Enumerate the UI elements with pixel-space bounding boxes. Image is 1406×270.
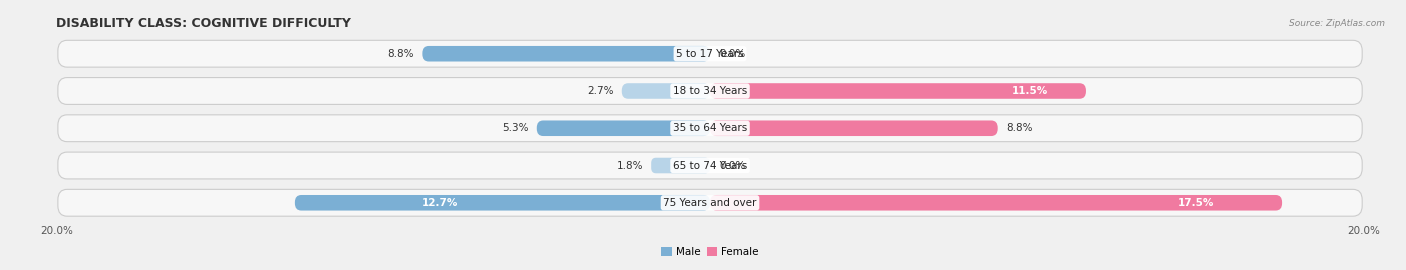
FancyBboxPatch shape	[58, 189, 1362, 216]
Text: 8.8%: 8.8%	[1005, 123, 1032, 133]
Legend: Male, Female: Male, Female	[661, 247, 759, 257]
FancyBboxPatch shape	[58, 77, 1362, 104]
FancyBboxPatch shape	[710, 120, 998, 136]
FancyBboxPatch shape	[295, 195, 710, 211]
Text: 35 to 64 Years: 35 to 64 Years	[673, 123, 747, 133]
FancyBboxPatch shape	[621, 83, 710, 99]
FancyBboxPatch shape	[651, 158, 710, 173]
FancyBboxPatch shape	[58, 40, 1362, 67]
Text: 17.5%: 17.5%	[1178, 198, 1215, 208]
Text: 0.0%: 0.0%	[720, 160, 747, 171]
FancyBboxPatch shape	[422, 46, 710, 62]
Text: 65 to 74 Years: 65 to 74 Years	[673, 160, 747, 171]
FancyBboxPatch shape	[58, 152, 1362, 179]
Text: 0.0%: 0.0%	[720, 49, 747, 59]
FancyBboxPatch shape	[710, 83, 1085, 99]
Text: 8.8%: 8.8%	[388, 49, 415, 59]
Text: 11.5%: 11.5%	[1011, 86, 1047, 96]
Text: 12.7%: 12.7%	[422, 198, 458, 208]
Text: 5 to 17 Years: 5 to 17 Years	[676, 49, 744, 59]
Text: 1.8%: 1.8%	[616, 160, 643, 171]
FancyBboxPatch shape	[710, 195, 1282, 211]
FancyBboxPatch shape	[58, 115, 1362, 142]
Text: 75 Years and over: 75 Years and over	[664, 198, 756, 208]
Text: 18 to 34 Years: 18 to 34 Years	[673, 86, 747, 96]
Text: 2.7%: 2.7%	[588, 86, 613, 96]
Text: 5.3%: 5.3%	[502, 123, 529, 133]
FancyBboxPatch shape	[537, 120, 710, 136]
Text: Source: ZipAtlas.com: Source: ZipAtlas.com	[1289, 19, 1385, 28]
Text: DISABILITY CLASS: COGNITIVE DIFFICULTY: DISABILITY CLASS: COGNITIVE DIFFICULTY	[56, 17, 352, 30]
